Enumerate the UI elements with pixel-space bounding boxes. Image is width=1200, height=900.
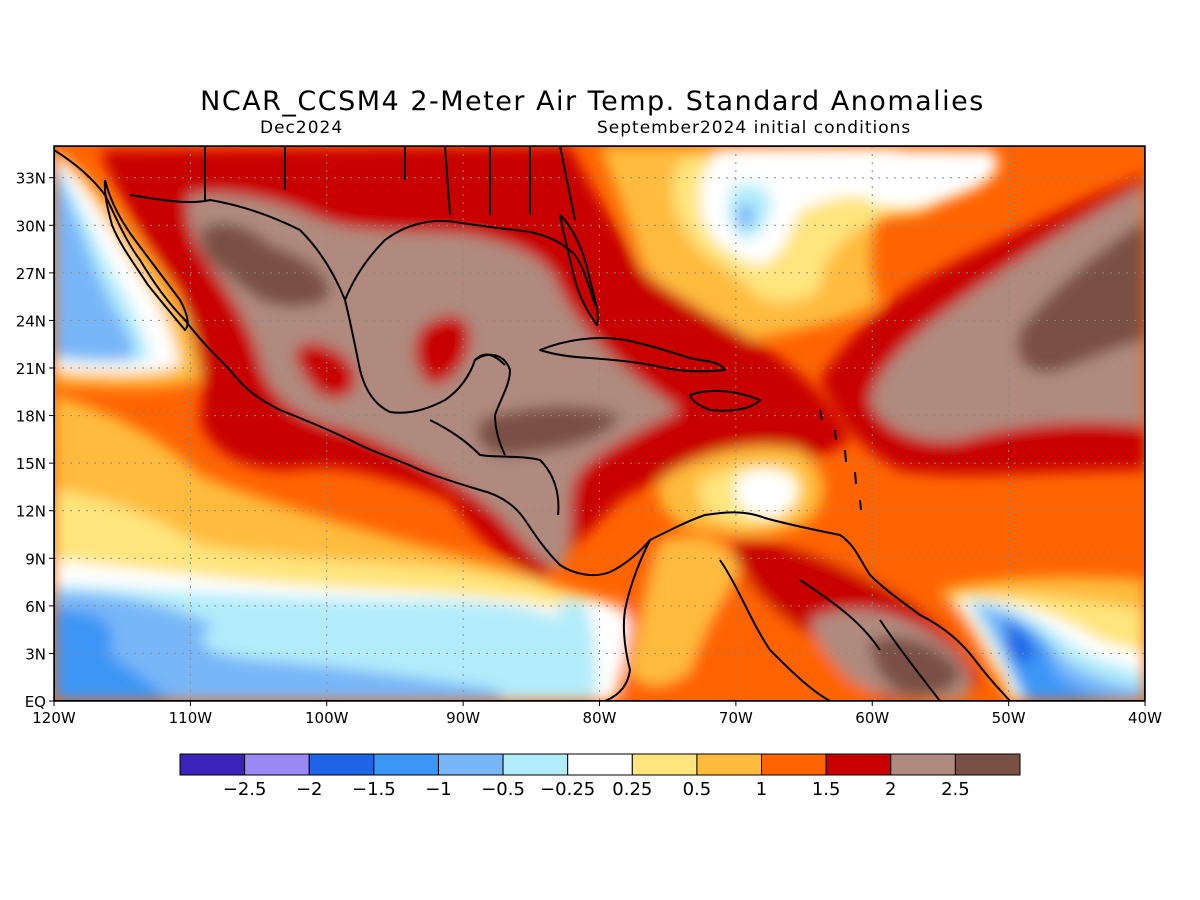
colorbar-swatch — [631, 753, 698, 776]
colorbar-swatch — [696, 753, 763, 776]
lat-lon-grid — [54, 146, 1145, 701]
field-mexico-gt2p5 — [200, 222, 330, 307]
colorbar-label: −0.25 — [540, 779, 595, 800]
coastline-hispaniola — [689, 389, 761, 412]
y-tick-label: 9N — [25, 550, 46, 568]
colorbar-label: −2.5 — [223, 779, 267, 800]
y-tick-label: 24N — [16, 312, 46, 330]
colorbar-swatch — [244, 753, 310, 776]
border-sam-countries — [719, 559, 941, 701]
colorbar-swatch — [825, 753, 892, 776]
y-axis-ticks: EQ 3N 6N 9N 12N 15N 18N 21N 24N 27N 30N 33N — [16, 170, 54, 711]
field-gulf-inner-1p5-2 — [295, 315, 470, 399]
colorbar-label: −1.5 — [352, 779, 396, 800]
x-tick-label: 70W — [719, 709, 753, 727]
colorbar-swatch — [761, 753, 827, 776]
colorbar-swatch — [308, 753, 375, 776]
field-caribbean-neutral — [735, 469, 797, 518]
x-tick-label: 60W — [855, 709, 889, 727]
y-tick-label: 3N — [25, 645, 46, 663]
border-central-america — [429, 419, 560, 516]
colorbar-label: 2.5 — [941, 779, 970, 800]
field-panama-neutral — [585, 599, 630, 701]
map-title: NCAR_CCSM4 2-Meter Air Temp. Standard An… — [200, 86, 985, 117]
y-tick-label: 27N — [16, 265, 46, 283]
coastline-north-america-pacific — [54, 149, 651, 577]
colorbar-swatch — [373, 753, 439, 776]
field-band-m1-m1p5-pacific — [54, 610, 170, 701]
coastline-lesser-antilles — [819, 409, 862, 511]
x-tick-label: 80W — [583, 709, 617, 727]
colorbar-swatch — [179, 753, 246, 776]
x-tick-label: 40W — [1128, 709, 1162, 727]
anomaly-field — [54, 146, 1145, 701]
field-eqatl-coldest — [1006, 625, 1033, 664]
x-axis-ticks: 120W 110W 100W 90W 80W 70W 60W 50W 40W — [32, 701, 1162, 727]
colorbar-label: −2 — [296, 779, 323, 800]
field-eqatl-colder — [1000, 615, 1120, 701]
coastline-gulf — [344, 219, 596, 306]
y-tick-label: 21N — [16, 360, 46, 378]
coastline-cuba — [539, 337, 726, 373]
colorbar-swatch — [437, 753, 504, 776]
colorbar-label: 2 — [885, 779, 896, 800]
colorbar-swatch — [502, 753, 569, 776]
colorbar-label: 0.5 — [683, 779, 712, 800]
field-baja-cold-band — [54, 165, 134, 361]
field-atlantic-2-2p5-east — [870, 185, 1145, 441]
colorbar-swatch — [567, 753, 633, 776]
coastlines — [54, 146, 1011, 701]
coastline-sam-west — [604, 539, 651, 701]
colorbar-label: −1 — [425, 779, 452, 800]
initial-conditions: September2024 initial conditions — [597, 118, 912, 138]
field-sam-0p5-1-west — [630, 536, 740, 685]
y-tick-label: 33N — [16, 170, 46, 188]
field-atlantic-cold-spot — [735, 204, 755, 228]
colorbar: −2.5 −2 −1.5 −1 −0.5 −0.25 0.25 0.5 1 1.5 2 2.5 — [179, 753, 1021, 800]
coastline-florida — [559, 214, 599, 326]
x-tick-label: 110W — [169, 709, 213, 727]
y-tick-label: 30N — [16, 217, 46, 235]
x-tick-label: 50W — [992, 709, 1026, 727]
field-sam-gt2p5 — [870, 636, 960, 697]
y-tick-label: 18N — [16, 408, 46, 426]
y-tick-label: EQ — [25, 693, 46, 711]
y-tick-label: 12N — [16, 503, 46, 521]
forecast-month: Dec2024 — [260, 118, 344, 138]
field-yucatan-gt2p5 — [477, 405, 620, 456]
colorbar-swatch — [890, 753, 956, 776]
colorbar-label: −0.5 — [481, 779, 525, 800]
y-tick-label: 6N — [25, 598, 46, 616]
border-us-mexico — [129, 194, 346, 301]
colorbar-swatch — [954, 753, 1021, 776]
y-tick-label: 15N — [16, 455, 46, 473]
field-band-m0p5-m1-pacific — [54, 591, 500, 701]
x-tick-label: 90W — [446, 709, 480, 727]
border-us-states — [204, 146, 576, 221]
coastline-baja — [103, 179, 189, 331]
colorbar-label: 0.25 — [612, 779, 652, 800]
coastline-south-america — [649, 511, 1011, 701]
field-atlantic-gt2p5-east — [1017, 220, 1145, 373]
coastline-yucatan — [474, 353, 511, 456]
x-tick-label: 120W — [32, 709, 76, 727]
x-tick-label: 100W — [305, 709, 349, 727]
colorbar-label: 1.5 — [812, 779, 841, 800]
colorbar-label: 1 — [756, 779, 767, 800]
